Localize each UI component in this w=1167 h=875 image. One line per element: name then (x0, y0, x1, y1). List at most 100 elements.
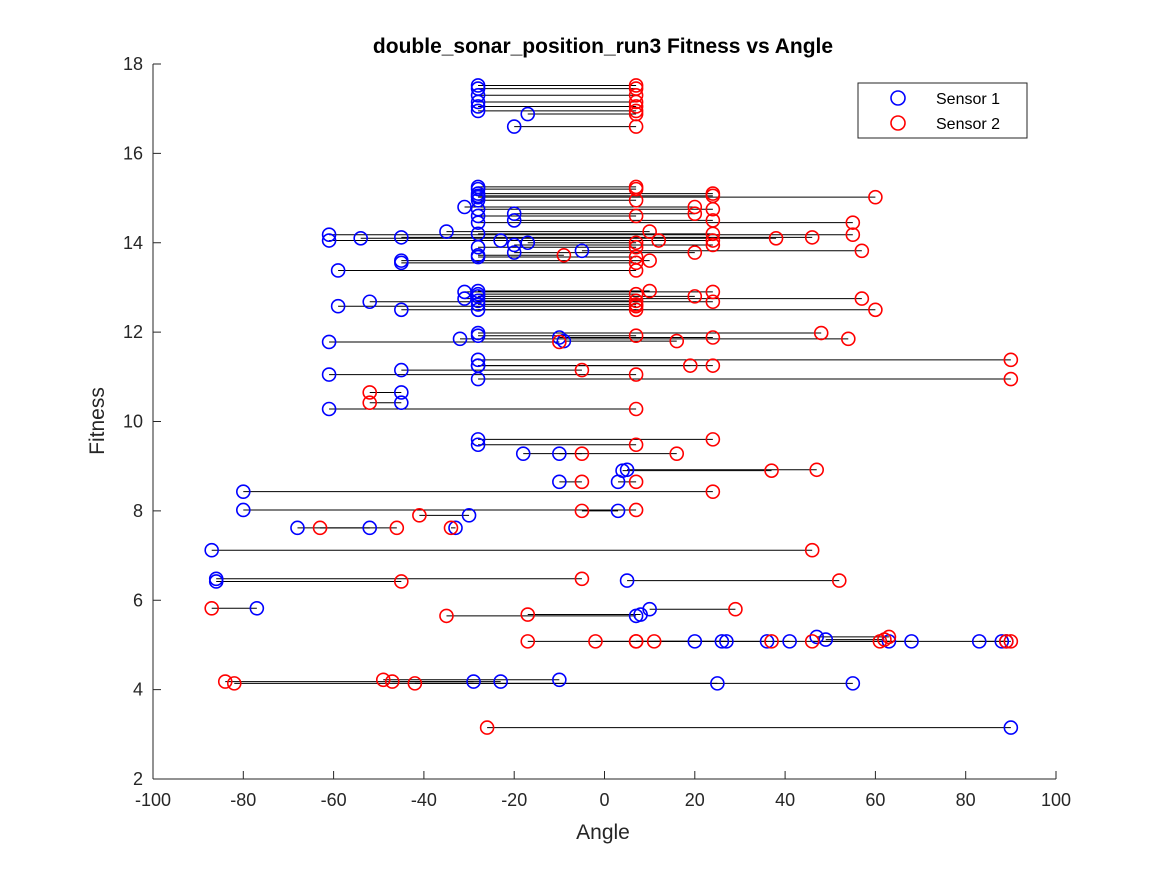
sensor-1-point (470, 208, 486, 224)
sensor-2-point (705, 284, 721, 300)
legend-marker-sensor-2 (890, 115, 906, 131)
legend-label-sensor-1: Sensor 1 (936, 91, 1000, 108)
sensor-2-point (556, 247, 572, 263)
sensor-2-point (628, 293, 644, 309)
sensor-1-point (574, 243, 590, 259)
sensor-1-point (236, 484, 251, 499)
x-tick-label: -60 (321, 790, 347, 810)
sensor-2-point (204, 600, 219, 616)
sensor-1-point (470, 293, 486, 309)
sensor-2-point (642, 224, 657, 239)
sensor-2-point (646, 634, 662, 649)
sensor-1-point (610, 474, 626, 490)
sensor-2-point (642, 283, 657, 299)
sensor-1-point (714, 634, 730, 649)
y-tick-label: 16 (123, 143, 143, 163)
sensor-2-point (845, 227, 861, 243)
sensor-1-point (208, 574, 224, 589)
sensor-1-point (470, 103, 486, 119)
sensor-2-point (687, 206, 703, 222)
sensor-2-point (831, 573, 847, 588)
sensor-2-point (687, 245, 703, 260)
sensor-1-point (330, 298, 346, 314)
sensor-1-point (493, 674, 508, 689)
sensor-2-point (669, 446, 685, 461)
sensor-2-point (628, 263, 644, 278)
sensor-1-point (470, 302, 486, 318)
sensor-2-point (628, 192, 644, 208)
sensor-2-point (412, 508, 427, 523)
sensor-2-point (854, 291, 870, 306)
sensor-1-point (552, 446, 567, 461)
sensor-1-point (470, 352, 486, 368)
x-tick-label: 60 (865, 790, 885, 810)
sensor-2-point (628, 401, 644, 417)
sensor-2-point (813, 325, 829, 341)
sensor-2-point (705, 294, 721, 310)
sensor-1-point (904, 634, 919, 649)
sensor-2-point (1003, 634, 1019, 649)
sensor-1-point (506, 119, 522, 134)
sensor-1-point (470, 437, 486, 453)
sensor-2-point (682, 358, 698, 373)
sensor-1-point (452, 331, 468, 347)
y-tick-label: 14 (123, 233, 143, 253)
sensor-2-point (574, 446, 590, 461)
sensor-2-point (1003, 352, 1019, 368)
sensor-2-point (804, 230, 820, 245)
sensor-1-point (506, 206, 522, 222)
sensor-2-point (628, 328, 644, 344)
sensor-2-point (728, 601, 743, 617)
sensor-2-point (389, 520, 405, 536)
sensor-1-point (330, 263, 346, 278)
sensor-2-point (628, 634, 644, 649)
sensor-2-point (809, 462, 825, 478)
sensor-2-point (628, 181, 644, 197)
sensor-2-point (764, 634, 779, 649)
sensor-1-point (321, 227, 337, 243)
sensor-2-point (628, 235, 644, 251)
sensor-1-point (628, 608, 644, 624)
sensor-2-point (705, 201, 721, 217)
sensor-1-point (290, 520, 305, 536)
legend-box (857, 82, 1028, 139)
x-tick-label: 80 (956, 790, 976, 810)
sensor-2-point (628, 255, 644, 271)
x-tick-label: -80 (230, 790, 256, 810)
sensor-2-point (628, 302, 644, 318)
sensor-1-point (353, 230, 368, 246)
series-sensor-1 (204, 78, 1019, 735)
sensor-1-point (719, 634, 734, 649)
sensor-1-point (520, 106, 536, 122)
sensor-2-point (439, 608, 454, 624)
x-tick-label: 40 (775, 790, 795, 810)
sensor-2-point (868, 189, 883, 205)
sensor-1-point (994, 634, 1010, 649)
y-tick-label: 2 (133, 769, 143, 789)
chart-title: double_sonar_position_run3 Fitness vs An… (373, 35, 833, 58)
sensor-1-point (470, 87, 486, 103)
sensor-1-point (610, 503, 626, 519)
sensor-1-point (493, 233, 508, 248)
sensor-2-point (804, 542, 820, 558)
sensor-2-point (669, 333, 685, 349)
sensor-2-point (804, 634, 820, 649)
sensor-2-point (628, 208, 644, 224)
sensor-2-point (705, 237, 721, 253)
series-sensor-2 (204, 78, 1019, 735)
sensor-1-point (470, 432, 486, 447)
sensor-1-point (759, 634, 775, 649)
axis-ticks: -100 -80 -60 -40 -20 0 20 40 60 80 100 2 4 6 8 10 12 14 16… (123, 54, 1071, 810)
sensor-2-point (628, 474, 644, 490)
sensor-1-point (520, 235, 536, 251)
sensor-2-point (375, 672, 391, 688)
sensor-1-point (470, 371, 486, 387)
sensor-2-point (705, 233, 721, 248)
sensor-1-point (1003, 720, 1019, 735)
sensor-1-point (506, 245, 522, 260)
x-tick-label: -20 (501, 790, 527, 810)
sensor-1-point (236, 502, 251, 518)
sensor-1-point (470, 215, 486, 230)
sensor-2-point (574, 503, 590, 519)
sensor-1-point (249, 600, 265, 616)
